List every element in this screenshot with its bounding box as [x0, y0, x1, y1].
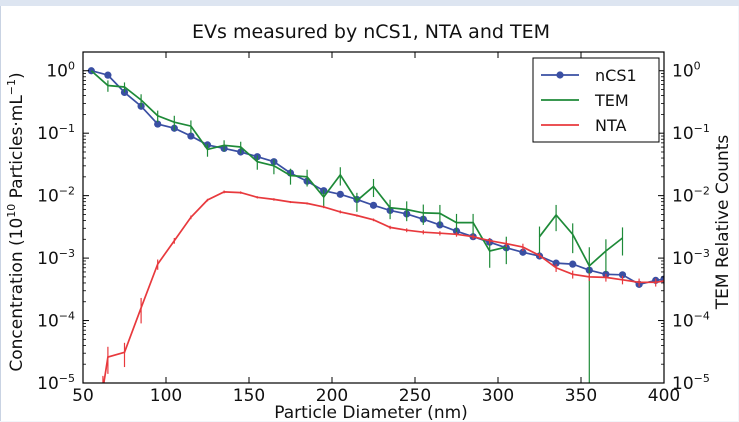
- y-axis-title-right: TEM Relative Counts: [713, 135, 733, 311]
- y-tick-label-left: 10−3: [37, 247, 75, 269]
- y-title-exp: 10: [5, 204, 18, 218]
- y-tick-label-right: 100: [672, 60, 701, 82]
- x-tick-label: 200: [316, 386, 348, 406]
- x-tick-label: 250: [399, 386, 431, 406]
- y-title-close: ): [7, 72, 27, 79]
- tem-line: [538, 213, 624, 268]
- ncs1-point: [519, 248, 527, 256]
- legend-label-tem: TEM: [594, 91, 629, 110]
- ncs1-point: [618, 271, 627, 279]
- y-tick-label-right: 10−4: [672, 310, 710, 332]
- axes-layer: 50 100 150 200 250 300 350 400 100 100 10−1 10−1 10−…: [37, 51, 710, 406]
- ncs1-point: [154, 120, 162, 128]
- y-title-post: Particles·mL: [7, 95, 27, 204]
- ncs1-point: [187, 132, 195, 140]
- y-tick-label-left: 10−4: [37, 310, 75, 332]
- x-axis-title: Particle Diameter (nm): [274, 403, 468, 422]
- y-title-pre: Concentration (10: [7, 218, 27, 372]
- ncs1-point: [369, 201, 378, 209]
- y-tick-label-right: 10−3: [672, 247, 710, 269]
- x-tick-label: 350: [565, 386, 597, 406]
- chart-title: EVs measured by nCS1, NTA and TEM: [192, 21, 550, 43]
- y-tick-label-left: 100: [46, 60, 75, 82]
- x-tick-label: 50: [72, 386, 94, 406]
- y-tick-label-right: 10−5: [672, 372, 710, 394]
- y-tick-label-right: 10−2: [672, 185, 710, 207]
- y-axis-title-left: Concentration (1010 Particles·mL−1): [5, 72, 27, 371]
- y-tick-label-left: 10−1: [37, 122, 75, 144]
- x-tick-label: 100: [150, 386, 182, 406]
- y-tick-label-left: 10−2: [37, 185, 75, 207]
- ncs1-point: [569, 260, 577, 268]
- legend-label-nta: NTA: [595, 116, 627, 135]
- tem-line: [90, 70, 507, 252]
- x-tick-label: 400: [648, 386, 680, 406]
- legend-label-ncs1: nCS1: [595, 66, 637, 85]
- ncs1-point: [104, 71, 112, 79]
- x-tick-label: 150: [233, 386, 265, 406]
- plot-border: [82, 51, 665, 384]
- y-title-post-exp: −1: [5, 79, 18, 95]
- legend-marker-ncs1: [556, 71, 564, 79]
- window-top-strip: [0, 0, 739, 6]
- y-tick-label-left: 10−5: [37, 372, 75, 394]
- ncs1-point: [552, 259, 560, 267]
- series-layer: [87, 67, 664, 383]
- legend: nCS1 TEM NTA: [532, 57, 660, 143]
- nta-line: [102, 191, 664, 383]
- ncs1-point: [336, 190, 344, 198]
- y-tick-label-right: 10−1: [672, 122, 710, 144]
- x-tick-label: 300: [482, 386, 514, 406]
